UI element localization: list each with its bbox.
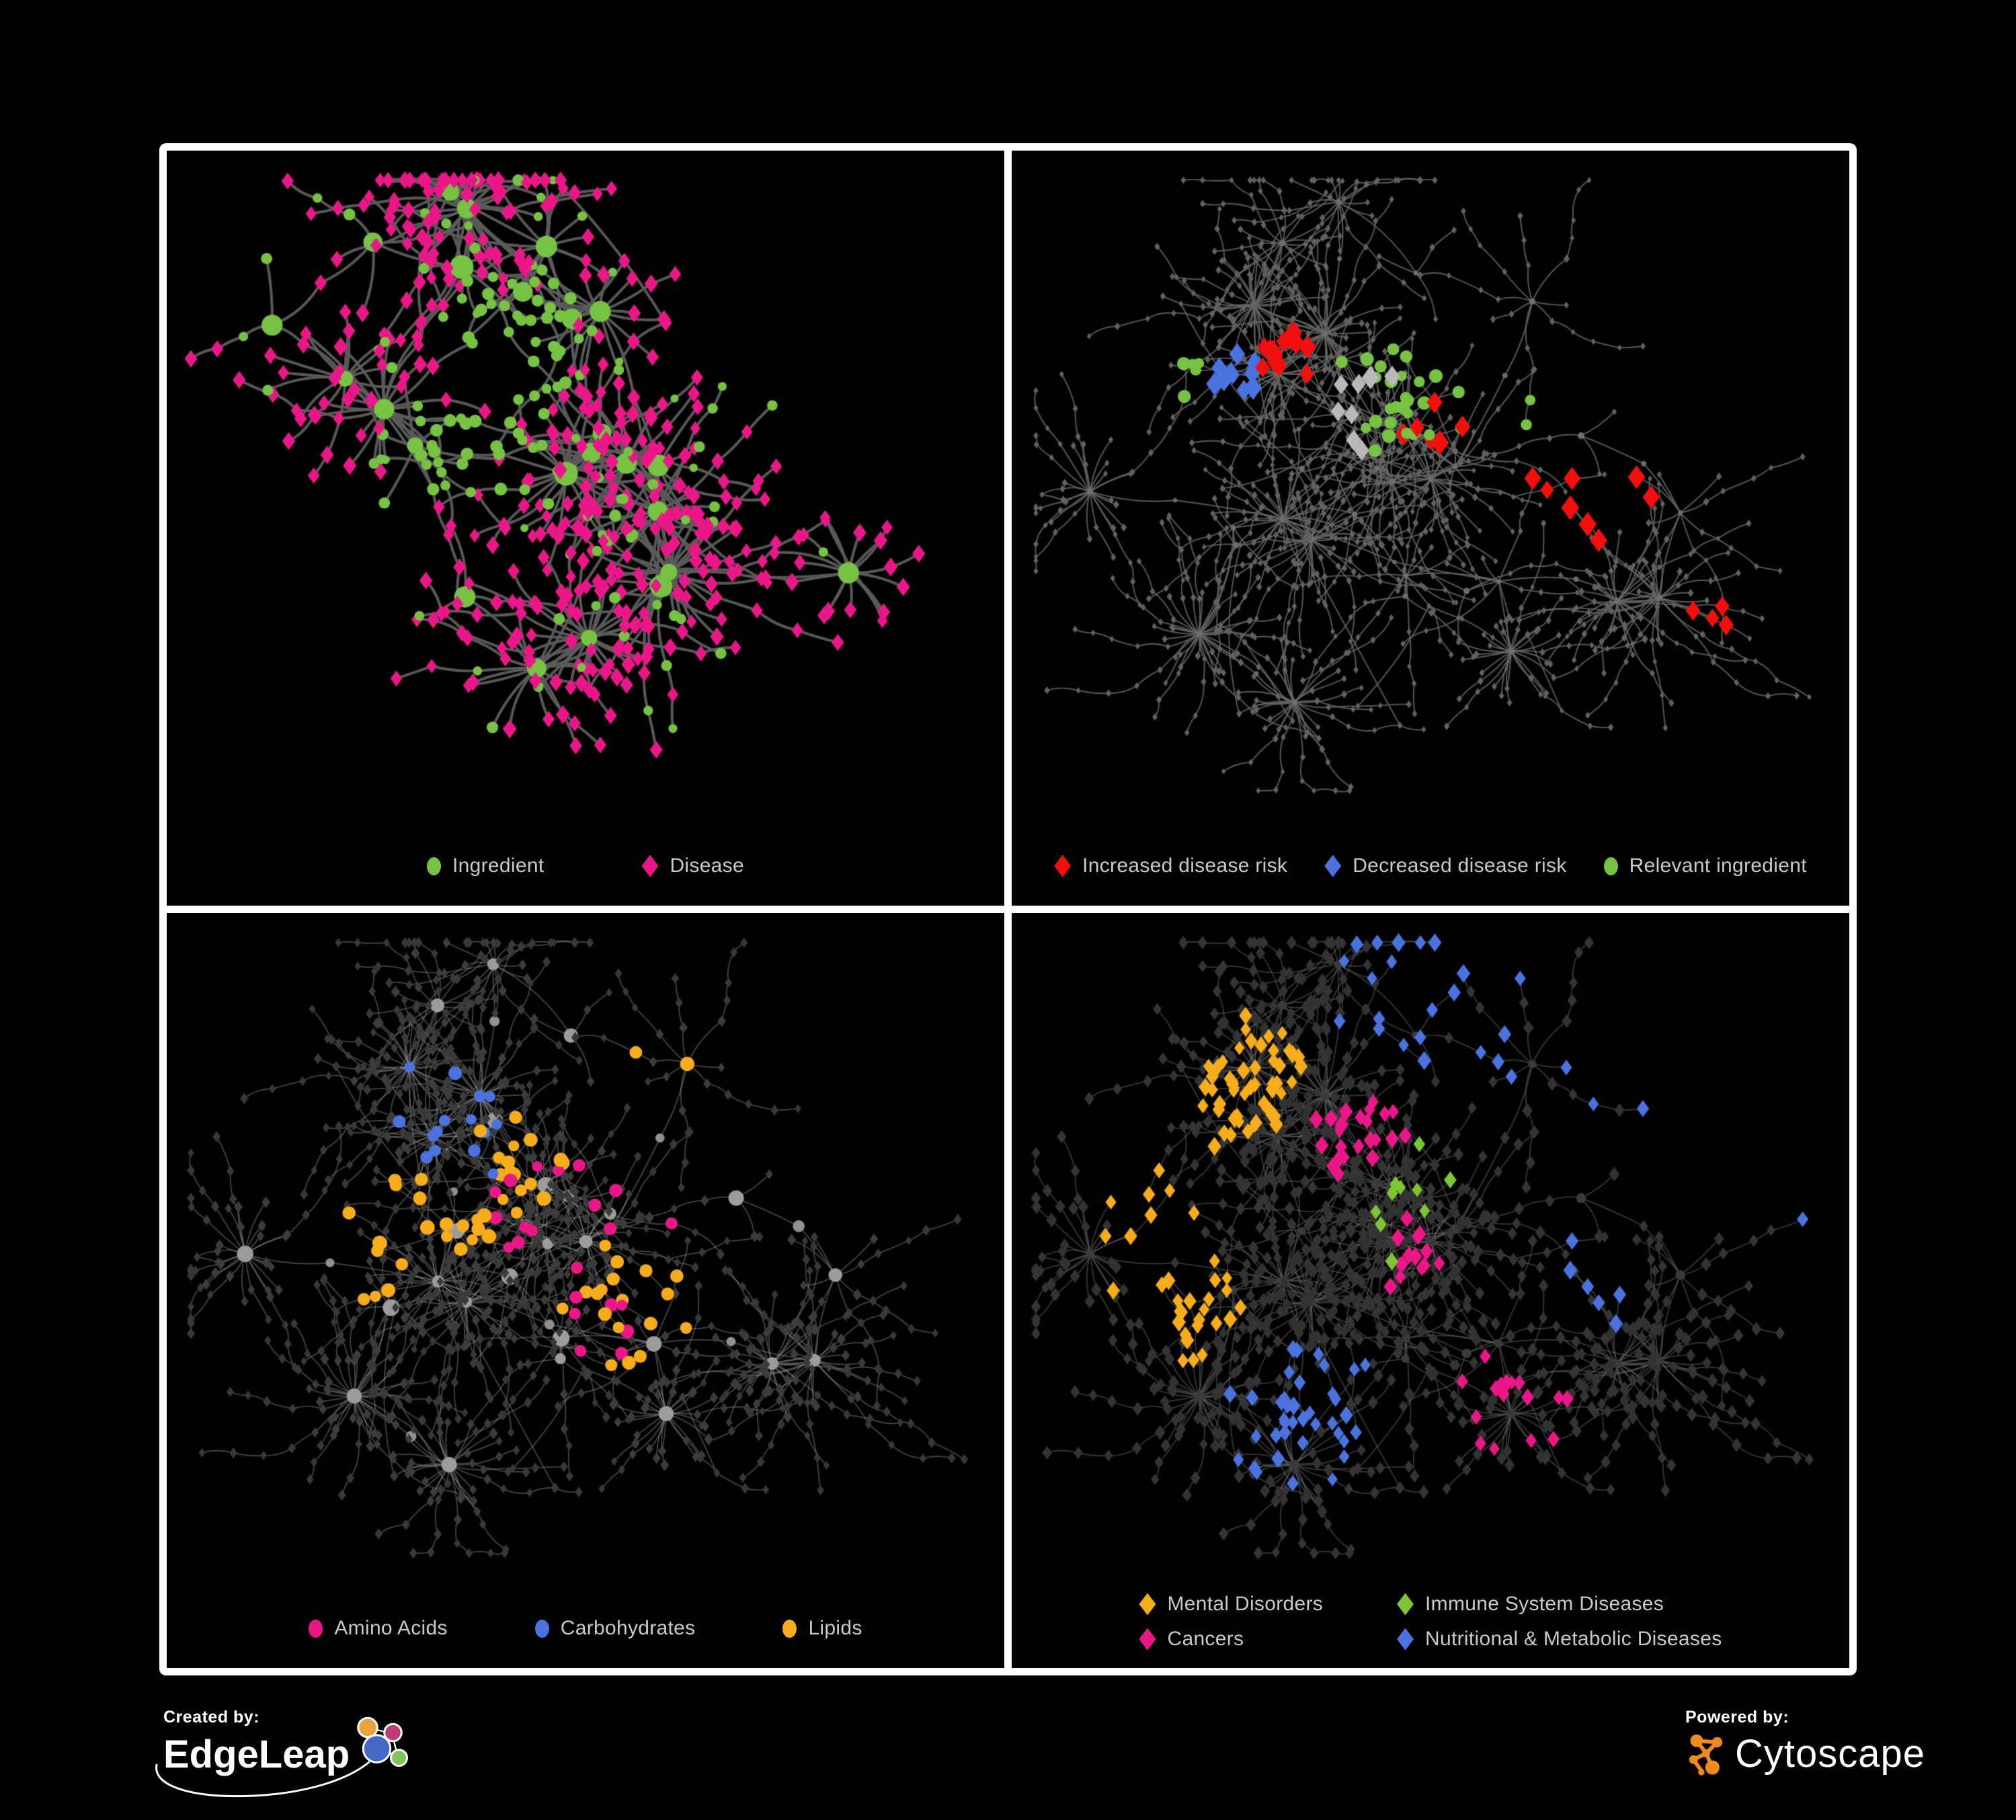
relevant-ingredient-swatch-icon xyxy=(1603,857,1618,875)
edgeleap-brand: EdgeLeap xyxy=(163,1732,350,1776)
increased-risk-swatch-icon xyxy=(1054,855,1072,877)
panel-disease-risk: Increased disease risk Decreased disease… xyxy=(1012,151,1849,906)
legend-label-decreased-risk: Decreased disease risk xyxy=(1353,855,1567,877)
immune-system-diseases-swatch-icon xyxy=(1397,1593,1414,1616)
legend-ingredient-disease: Ingredient Disease xyxy=(167,855,1004,877)
legend-item-immune-system-diseases: Immune System Diseases xyxy=(1397,1593,1664,1616)
created-by-block: Created by: EdgeLeap xyxy=(155,1708,418,1798)
carbohydrates-swatch-icon xyxy=(534,1619,549,1638)
legend-label-amino-acids: Amino Acids xyxy=(334,1617,448,1639)
legend-item-disease: Disease xyxy=(641,855,744,877)
ingredient-disease-network-canvas xyxy=(167,151,1004,906)
legend-item-ingredient: Ingredient xyxy=(427,855,544,877)
legend-label-cancers: Cancers xyxy=(1167,1628,1244,1650)
legend-label-nutritional-metabolic-diseases: Nutritional & Metabolic Diseases xyxy=(1425,1628,1722,1650)
legend-disease-risk: Increased disease risk Decreased disease… xyxy=(1012,855,1849,877)
powered-by-block: Powered by: Cytoscape xyxy=(1685,1708,1925,1777)
legend-label-immune-system-diseases: Immune System Diseases xyxy=(1425,1593,1664,1615)
nutrient-classes-network-canvas xyxy=(167,913,1004,1668)
legend-item-decreased-risk: Decreased disease risk xyxy=(1324,855,1566,877)
mental-disorders-swatch-icon xyxy=(1139,1593,1156,1616)
cytoscape-logo-icon xyxy=(1689,1734,1723,1776)
legend-item-nutritional-metabolic-diseases: Nutritional & Metabolic Diseases xyxy=(1397,1628,1722,1651)
panel-nutrient-classes: Amino Acids Carbohydrates Lipids xyxy=(167,913,1004,1668)
legend-label-lipids: Lipids xyxy=(808,1617,862,1639)
panel-grid: Ingredient Disease Increased disease ris… xyxy=(159,143,1857,1675)
legend-label-ingredient: Ingredient xyxy=(452,855,545,877)
legend-item-mental-disorders: Mental Disorders xyxy=(1139,1593,1324,1616)
legend-label-relevant-ingredient: Relevant ingredient xyxy=(1629,855,1807,877)
legend-label-disease: Disease xyxy=(670,855,744,877)
edgeleap-logo-icon xyxy=(357,1716,409,1767)
disease-categories-network-canvas xyxy=(1012,913,1849,1668)
legend-nutrient-classes: Amino Acids Carbohydrates Lipids xyxy=(167,1617,1004,1640)
powered-by-label: Powered by: xyxy=(1685,1708,1789,1727)
legend-item-relevant-ingredient: Relevant ingredient xyxy=(1603,855,1807,877)
legend-label-mental-disorders: Mental Disorders xyxy=(1167,1593,1324,1615)
legend-label-increased-risk: Increased disease risk xyxy=(1082,855,1288,877)
panel-disease-categories: Mental Disorders Immune System Diseases … xyxy=(1012,913,1849,1668)
legend-disease-categories: Mental Disorders Immune System Diseases … xyxy=(1139,1593,1722,1651)
created-by-label: Created by: xyxy=(163,1708,260,1727)
legend-item-carbohydrates: Carbohydrates xyxy=(534,1617,696,1640)
legend-item-increased-risk: Increased disease risk xyxy=(1054,855,1287,877)
legend-item-lipids: Lipids xyxy=(782,1617,862,1640)
disease-risk-network-canvas xyxy=(1012,151,1849,906)
lipids-swatch-icon xyxy=(782,1619,797,1638)
legend-item-amino-acids: Amino Acids xyxy=(309,1617,447,1640)
nutritional-metabolic-diseases-swatch-icon xyxy=(1397,1628,1414,1651)
panel-ingredient-disease: Ingredient Disease xyxy=(167,151,1004,906)
legend-item-cancers: Cancers xyxy=(1139,1628,1244,1651)
decreased-risk-swatch-icon xyxy=(1324,855,1342,877)
amino-acids-swatch-icon xyxy=(309,1619,323,1638)
ingredient-swatch-icon xyxy=(427,857,442,875)
cytoscape-brand: Cytoscape xyxy=(1735,1731,1926,1776)
edgeleap-brand-row: EdgeLeap xyxy=(155,1716,418,1798)
disease-swatch-icon xyxy=(641,855,659,877)
cytoscape-brand-row: Cytoscape xyxy=(1685,1731,1925,1777)
cancers-swatch-icon xyxy=(1139,1628,1156,1651)
legend-label-carbohydrates: Carbohydrates xyxy=(560,1617,696,1639)
